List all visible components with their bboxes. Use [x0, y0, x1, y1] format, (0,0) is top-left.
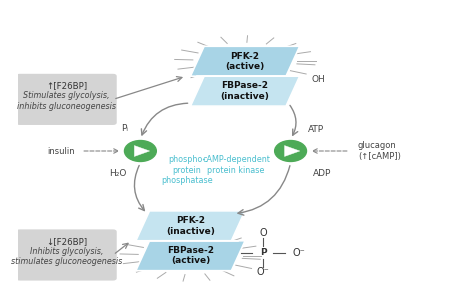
- Text: FBPase-2
(inactive): FBPase-2 (inactive): [220, 82, 270, 101]
- Text: O: O: [259, 228, 267, 238]
- Polygon shape: [191, 46, 300, 76]
- Text: OH: OH: [311, 75, 325, 84]
- Text: PFK-2
(active): PFK-2 (active): [226, 52, 264, 71]
- Text: FBPase-2
(active): FBPase-2 (active): [167, 246, 214, 265]
- Text: O⁻: O⁻: [257, 267, 270, 277]
- Polygon shape: [284, 146, 300, 156]
- Text: cAMP-dependent
protein kinase: cAMP-dependent protein kinase: [202, 156, 270, 175]
- Text: O⁻: O⁻: [293, 248, 306, 258]
- Text: Stimulates glycolysis,
inhibits gluconeogenesis: Stimulates glycolysis, inhibits gluconeo…: [17, 91, 116, 111]
- Polygon shape: [191, 76, 300, 106]
- Circle shape: [125, 140, 156, 162]
- Polygon shape: [136, 211, 245, 241]
- Text: insulin: insulin: [47, 146, 74, 156]
- Text: ADP: ADP: [313, 169, 332, 178]
- Text: ↓[F26BP]: ↓[F26BP]: [46, 237, 87, 246]
- Text: Inhibits glycolysis,
stimulates gluconeogenesis: Inhibits glycolysis, stimulates gluconeo…: [11, 247, 122, 266]
- FancyBboxPatch shape: [16, 230, 117, 281]
- Circle shape: [274, 140, 307, 162]
- Polygon shape: [134, 146, 150, 156]
- Text: PFK-2
(inactive): PFK-2 (inactive): [166, 216, 215, 236]
- FancyBboxPatch shape: [16, 74, 117, 125]
- Text: P: P: [260, 248, 266, 257]
- Text: phospho-
protein
phosphatase: phospho- protein phosphatase: [161, 156, 212, 185]
- Polygon shape: [136, 241, 245, 271]
- Text: ↑[F26BP]: ↑[F26BP]: [46, 82, 87, 91]
- Text: H₂O: H₂O: [109, 169, 127, 178]
- Text: glucagon
(↑[cAMP]): glucagon (↑[cAMP]): [358, 141, 401, 161]
- Text: ATP: ATP: [308, 125, 324, 134]
- Text: Pᵢ: Pᵢ: [121, 124, 128, 133]
